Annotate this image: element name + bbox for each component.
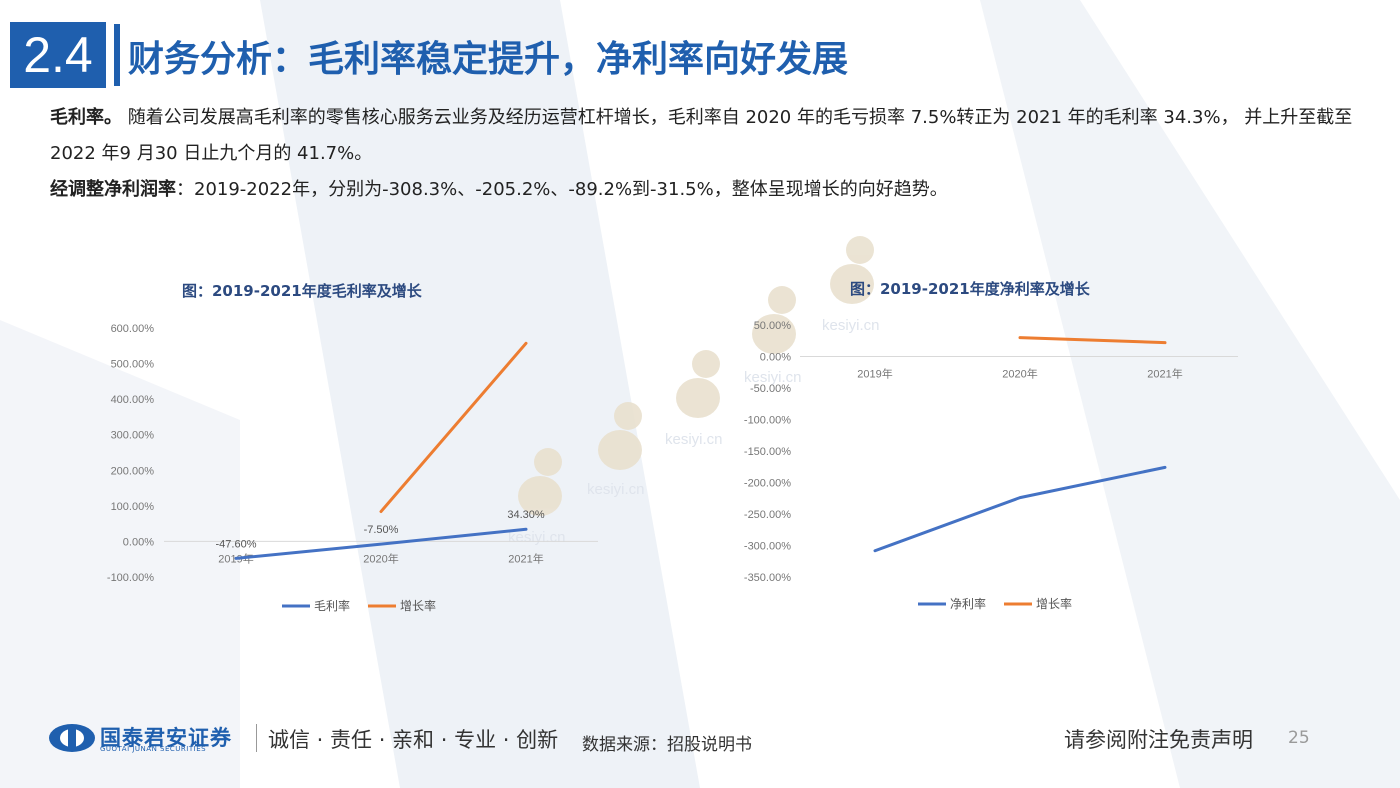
x-tick-label: 2020年 [1002,367,1037,381]
legend-label: 增长率 [1036,596,1072,611]
y-tick-label: 600.00% [111,323,155,335]
company-logo-icon [49,724,95,752]
footer-divider [256,724,257,752]
y-tick-label: 50.00% [754,320,792,332]
legend-label: 毛利率 [314,598,350,613]
x-tick-label: 2021年 [1147,367,1182,381]
net-margin-text: ：2019-2022年，分别为-308.3%、-205.2%、-89.2%到-3… [176,179,948,200]
x-tick-label: 2020年 [363,551,398,565]
y-tick-label: -100.00% [107,572,154,584]
y-tick-label: 400.00% [111,394,155,406]
watermark-text: kesiyi.cn [665,431,723,448]
gross-margin-label: 毛利率。 [50,107,122,128]
y-tick-label: -300.00% [744,541,791,553]
data-label: -47.60% [216,538,257,550]
y-tick-label: -350.00% [744,572,791,584]
section-number-badge: 2.4 [10,22,106,88]
series-line [234,527,528,560]
y-tick-label: 200.00% [111,465,155,477]
watermark-text: kesiyi.cn [587,481,645,498]
watermark-text: kesiyi.cn [822,317,880,334]
net-margin-paragraph: 经调整净利润率：2019-2022年，分别为-308.3%、-205.2%、-8… [50,172,1360,208]
watermark-text: kesiyi.cn [744,369,802,386]
y-tick-label: 0.00% [760,352,791,364]
legend-label: 净利率 [950,596,986,611]
chart2-title: 图：2019-2021年度净利率及增长 [850,280,1090,298]
gross-margin-chart: 600.00% 500.00% 400.00% 300.00% 200.00% 100.0… [107,323,598,613]
y-tick-label: -250.00% [744,509,791,521]
y-tick-label: -150.00% [744,446,791,458]
y-tick-label: 0.00% [123,536,154,548]
series-line [873,465,1167,553]
x-tick-label: 2019年 [857,367,892,381]
net-margin-chart: 50.00% 0.00% -50.00% -100.00% -150.00% -200.0… [744,320,1238,611]
series-line [1018,336,1167,345]
disclaimer-link[interactable]: 请参阅附注免责声明 [1064,728,1253,752]
company-slogan: 诚信 · 责任 · 亲和 · 专业 · 创新 [268,728,559,752]
y-tick-label: -200.00% [744,478,791,490]
x-tick-label: 2021年 [508,551,543,565]
gross-margin-text: 随着公司发展高毛利率的零售核心服务云业务及经历运营杠杆增长，毛利率自 2020 … [50,107,1353,164]
y-tick-label: -100.00% [744,415,791,427]
company-name-cn: 国泰君安证券 [100,726,232,750]
y-tick-label: 500.00% [111,359,155,371]
data-label: 34.30% [507,509,545,521]
series-line [379,341,528,514]
company-name-en: GUOTAI JUNAN SECURITIES [100,745,207,753]
y-tick-label: 100.00% [111,501,155,513]
net-margin-label: 经调整净利润率 [50,179,176,200]
title-divider [114,24,120,86]
legend-label: 增长率 [400,598,436,613]
page-title: 财务分析：毛利率稳定提升，净利率向好发展 [128,39,849,80]
data-label: -7.50% [364,524,399,536]
page-number: 25 [1288,728,1310,748]
gross-margin-paragraph: 毛利率。 随着公司发展高毛利率的零售核心服务云业务及经历运营杠杆增长，毛利率自 … [50,100,1360,172]
data-source: 数据来源：招股说明书 [582,735,752,755]
y-tick-label: 300.00% [111,430,155,442]
chart1-title: 图：2019-2021年度毛利率及增长 [182,282,422,300]
y-tick-label: -50.00% [750,383,791,395]
